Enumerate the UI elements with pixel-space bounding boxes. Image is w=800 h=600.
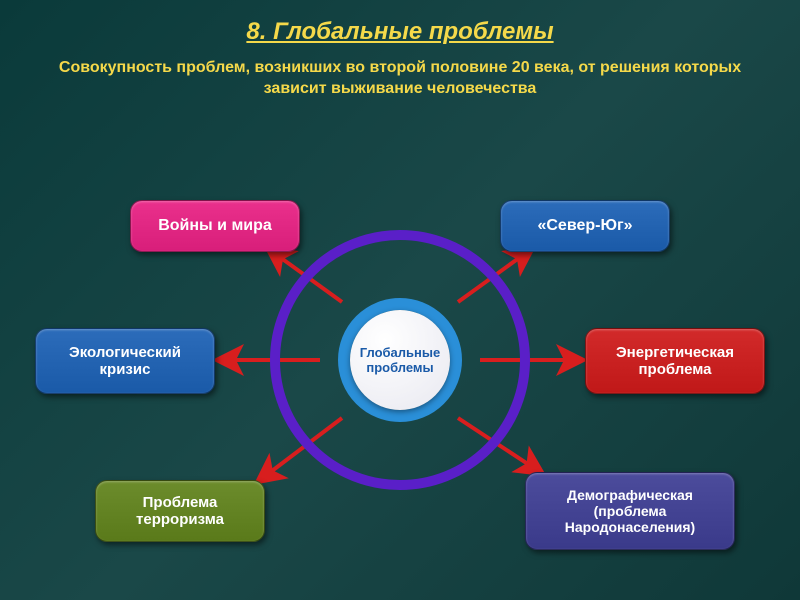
node-label: Энергетическая проблема bbox=[596, 344, 754, 378]
diagram-container: Глобальные проблемы Войны и мира «Север-Ю… bbox=[0, 110, 800, 590]
node-0: Войны и мира bbox=[130, 200, 300, 252]
node-4: Проблема терроризма bbox=[95, 480, 265, 542]
node-label: Демографическая (проблема Народонаселени… bbox=[536, 487, 724, 535]
page-subtitle: Совокупность проблем, возникших во второ… bbox=[0, 46, 800, 100]
center-core: Глобальные проблемы bbox=[350, 310, 450, 410]
node-1: «Север-Юг» bbox=[500, 200, 670, 252]
node-3: Энергетическая проблема bbox=[585, 328, 765, 394]
node-label: Проблема терроризма bbox=[106, 494, 254, 528]
node-2: Экологический кризис bbox=[35, 328, 215, 394]
node-label: Экологический кризис bbox=[46, 344, 204, 378]
node-label: «Север-Юг» bbox=[537, 217, 632, 235]
page-title: 8. Глобальные проблемы bbox=[0, 0, 800, 46]
node-label: Войны и мира bbox=[158, 217, 272, 235]
node-5: Демографическая (проблема Народонаселени… bbox=[525, 472, 735, 550]
center-label: Глобальные проблемы bbox=[350, 345, 450, 375]
